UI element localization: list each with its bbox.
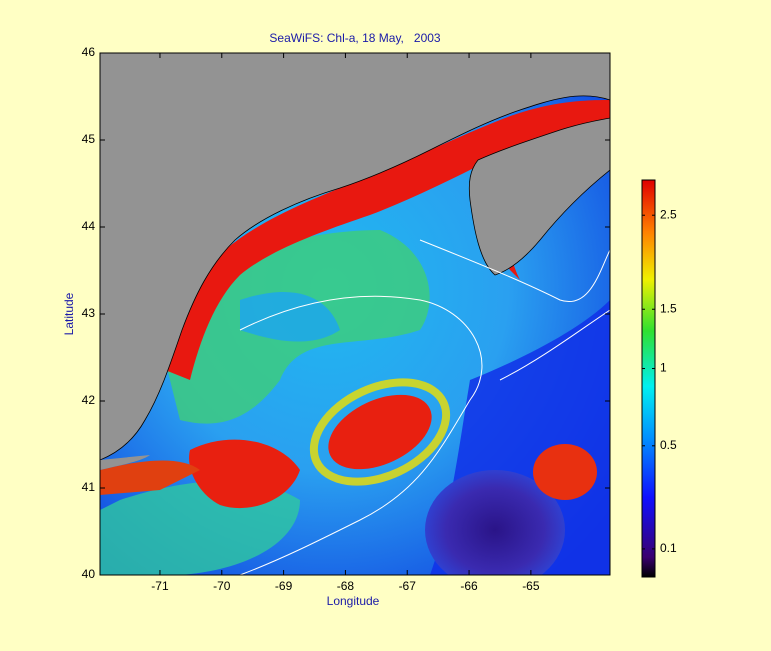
y-tick-label: 40 [82,567,96,581]
y-tick-label: 46 [82,45,96,59]
x-tick-label: -66 [460,579,478,593]
x-axis-label: Longitude [327,594,380,608]
chart-title: SeaWiFS: Chl-a, 18 May, 2003 [269,31,441,45]
colorbar-tick-label: 0.5 [660,438,677,452]
x-tick-label: -65 [522,579,540,593]
y-tick-label: 45 [82,132,96,146]
map-image [100,53,610,575]
colorbar-tick-label: 1.5 [660,301,677,315]
x-tick-label: -70 [213,579,231,593]
x-tick-label: -67 [399,579,417,593]
colorbar [641,179,656,578]
y-axis-label: Latitude [62,292,76,335]
x-tick-label: -71 [151,579,169,593]
colorbar-tick-label: 1 [660,361,667,375]
colorbar-tick-label: 2.5 [660,207,677,221]
colorbar-tick-label: 0.1 [660,541,677,555]
y-tick-label: 43 [82,306,96,320]
x-tick-label: -69 [275,579,293,593]
y-tick-label: 41 [82,480,96,494]
x-tick-label: -68 [337,579,355,593]
y-tick-label: 42 [82,393,96,407]
y-tick-label: 44 [82,219,96,233]
